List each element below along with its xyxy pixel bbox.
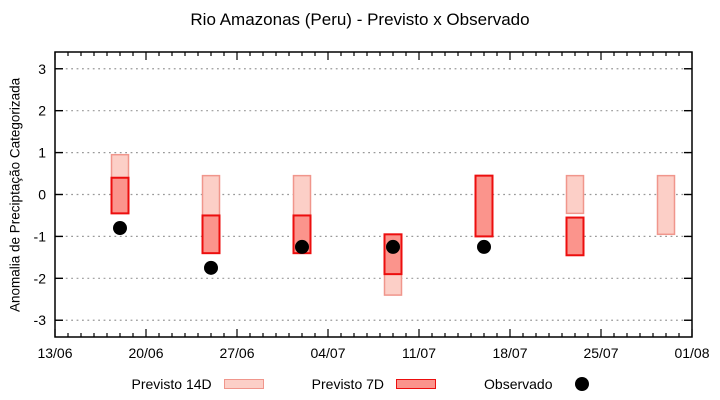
previsto-7d-bar xyxy=(474,174,494,238)
legend-label-previsto-7d: Previsto 7D xyxy=(311,376,385,392)
y-tick-label: -2 xyxy=(34,270,47,286)
y-tick-label: 3 xyxy=(38,61,46,77)
previsto-14d-bar xyxy=(656,174,676,236)
previsto-7d-bar xyxy=(110,176,130,215)
chart-title: Rio Amazonas (Peru) - Previsto x Observa… xyxy=(190,10,530,29)
previsto-7d-bar xyxy=(201,214,221,255)
y-tick-label: -3 xyxy=(34,312,47,328)
observado-dot xyxy=(295,239,309,254)
y-tick-label: 0 xyxy=(38,187,46,203)
x-tick-label: 27/06 xyxy=(219,345,254,361)
legend-label-previsto-14d: Previsto 14D xyxy=(131,376,212,392)
observado-dot xyxy=(204,260,218,275)
x-tick-label: 04/07 xyxy=(310,345,345,361)
y-tick-label: 1 xyxy=(38,145,46,161)
observado-dot xyxy=(113,221,127,236)
x-tick-label: 18/07 xyxy=(492,345,527,361)
previsto-14d-bar xyxy=(565,174,585,215)
legend-item-previsto-14d: Previsto 14D xyxy=(132,376,264,392)
observado-dot xyxy=(477,239,491,254)
y-tick-label: -1 xyxy=(34,228,47,244)
previsto-14d-swatch-icon xyxy=(223,379,264,389)
x-tick-label: 11/07 xyxy=(402,345,436,361)
legend-label-observado: Observado xyxy=(484,376,553,392)
y-tick-label: 2 xyxy=(38,103,46,119)
legend: Previsto 14D Previsto 7D Observado xyxy=(0,372,720,396)
x-tick-label: 13/06 xyxy=(37,345,72,361)
x-tick-label: 25/07 xyxy=(583,345,618,361)
previsto-7d-bar xyxy=(565,216,585,257)
previsto-14d-bar xyxy=(201,174,221,217)
previsto-7d-swatch-icon xyxy=(396,379,437,389)
x-tick-label: 01/08 xyxy=(674,345,709,361)
observado-dot xyxy=(386,239,400,254)
observado-dot-icon xyxy=(574,377,589,391)
x-tick-label: 20/06 xyxy=(128,345,163,361)
previsto-14d-bar xyxy=(292,174,312,217)
legend-item-previsto-7d: Previsto 7D xyxy=(311,376,437,392)
legend-item-observado: Observado xyxy=(484,376,589,392)
